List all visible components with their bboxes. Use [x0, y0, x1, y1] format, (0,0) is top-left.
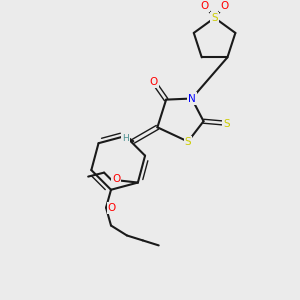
Text: S: S [211, 13, 218, 23]
Text: N: N [188, 94, 196, 103]
Text: O: O [220, 1, 229, 11]
Text: O: O [200, 1, 209, 11]
Text: O: O [108, 202, 116, 213]
Text: S: S [185, 136, 191, 147]
Text: O: O [112, 174, 120, 184]
Text: S: S [223, 119, 230, 129]
Text: H: H [122, 134, 129, 143]
Text: O: O [150, 77, 158, 87]
